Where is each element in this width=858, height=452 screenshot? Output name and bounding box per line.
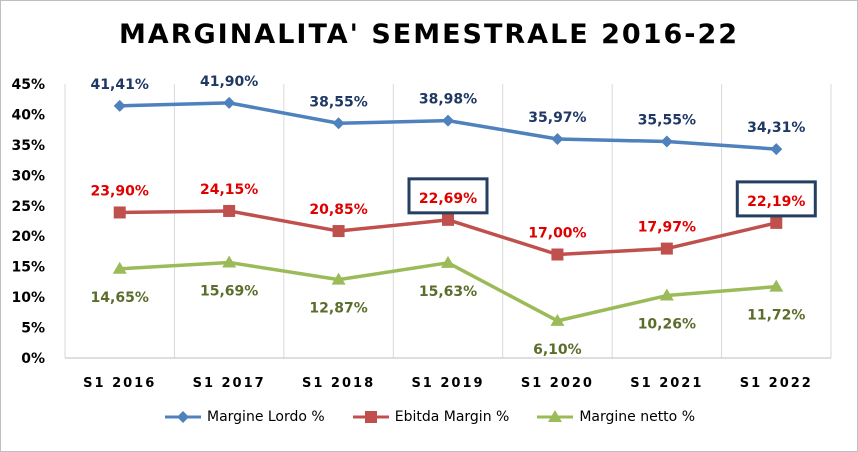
data-label: 38,98% (419, 92, 477, 108)
legend-label: Ebitda Margin % (394, 409, 510, 425)
data-point (770, 143, 783, 156)
data-label: 15,69% (200, 283, 258, 299)
y-tick-label: 45% (11, 77, 45, 93)
x-tick-label: S1 2019 (411, 376, 484, 391)
legend-label: Margine netto % (579, 409, 695, 425)
data-label: 41,90% (200, 74, 258, 90)
x-tick-label: S1 2018 (302, 376, 375, 391)
data-point (113, 99, 126, 112)
data-label: 23,90% (91, 183, 149, 199)
x-tick-label: S1 2021 (630, 376, 703, 391)
data-point (113, 206, 126, 219)
data-label: 14,65% (91, 290, 149, 306)
legend: Margine Lordo % Ebitda Margin % Margine ne… (1, 409, 857, 425)
data-point (659, 288, 674, 301)
data-label: 35,55% (638, 113, 696, 129)
y-tick-label: 15% (11, 260, 45, 276)
legend-swatch (165, 411, 201, 423)
y-tick-label: 25% (11, 199, 45, 215)
y-tick-label: 5% (21, 321, 45, 337)
x-tick-label: S1 2022 (740, 376, 813, 391)
data-label: 12,87% (309, 301, 367, 317)
legend-item: Margine Lordo % (163, 409, 325, 425)
chart-title: MARGINALITA' SEMESTRALE 2016-22 (118, 19, 740, 50)
y-tick-label: 20% (11, 229, 45, 245)
data-label: 41,41% (91, 77, 149, 93)
data-label: 15,63% (419, 284, 477, 300)
y-tick-label: 35% (11, 138, 45, 154)
data-label: 11,72% (747, 308, 805, 324)
legend-label: Margine Lordo % (207, 409, 325, 425)
data-point (770, 216, 783, 229)
x-tick-label: S1 2016 (83, 376, 156, 391)
legend-swatch (537, 410, 574, 422)
data-label: 38,55% (309, 94, 367, 110)
data-point (660, 135, 673, 148)
x-tick-label: S1 2017 (193, 376, 266, 391)
data-label: 17,00% (528, 225, 586, 241)
legend-swatch (352, 411, 389, 423)
data-point (331, 272, 346, 285)
data-point (660, 242, 673, 255)
data-label: 20,85% (309, 202, 367, 218)
data-point (442, 114, 454, 127)
data-label: 34,31% (747, 120, 805, 136)
data-point (441, 255, 455, 268)
data-label: 22,69% (419, 191, 477, 207)
data-label: 6,10% (533, 342, 582, 358)
data-label: 17,97% (638, 220, 696, 236)
y-tick-label: 0% (21, 351, 45, 367)
highlight-box (735, 180, 817, 218)
data-label: 10,26% (638, 317, 696, 333)
data-point (550, 313, 565, 326)
data-point (223, 204, 236, 217)
data-point (332, 225, 345, 238)
data-point (223, 96, 236, 109)
data-point (551, 248, 564, 261)
legend-item: Margine netto % (535, 409, 695, 425)
y-tick-label: 40% (11, 107, 45, 123)
data-label: 22,19% (747, 194, 805, 210)
highlight-box (407, 177, 489, 215)
data-label: 35,97% (528, 110, 586, 126)
data-point (112, 261, 127, 274)
data-point (769, 279, 784, 292)
data-label: 24,15% (200, 182, 258, 198)
y-tick-label: 10% (11, 290, 45, 306)
data-point (332, 117, 345, 130)
data-point (222, 255, 237, 268)
legend-item: Ebitda Margin % (351, 409, 510, 425)
data-point (551, 132, 564, 145)
x-tick-label: S1 2020 (521, 376, 594, 391)
data-point (442, 213, 454, 226)
y-tick-label: 30% (11, 168, 45, 184)
